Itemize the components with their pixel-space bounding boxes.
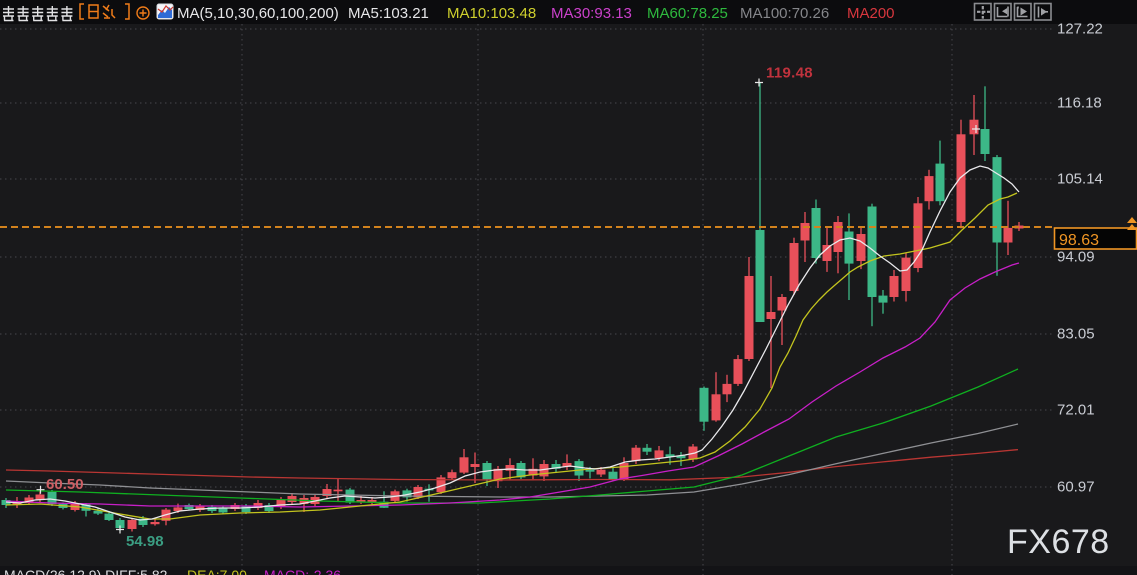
svg-text:72.01: 72.01 (1057, 402, 1095, 419)
svg-text:116.18: 116.18 (1057, 95, 1102, 112)
svg-text:94.09: 94.09 (1057, 249, 1095, 266)
svg-text:MA60:78.25: MA60:78.25 (647, 5, 728, 22)
svg-text:MACD(26,12,9) DIFF:5.82: MACD(26,12,9) DIFF:5.82 (4, 567, 168, 575)
svg-text:119.48: 119.48 (766, 65, 813, 82)
svg-text:MA5:103.21: MA5:103.21 (348, 5, 429, 22)
svg-text:54.98: 54.98 (126, 533, 164, 550)
svg-text:MA30:93.13: MA30:93.13 (551, 5, 632, 22)
svg-text:83.05: 83.05 (1057, 326, 1095, 343)
svg-text:60.97: 60.97 (1057, 479, 1095, 496)
svg-text:MA100:70.26: MA100:70.26 (740, 5, 829, 22)
svg-text:MA200: MA200 (847, 5, 895, 22)
svg-text:MA(5,10,30,60,100,200): MA(5,10,30,60,100,200) (177, 5, 339, 22)
svg-text:98.63: 98.63 (1059, 232, 1099, 249)
svg-text:105.14: 105.14 (1057, 171, 1103, 188)
svg-text:60.50: 60.50 (46, 476, 84, 493)
svg-text:FX678: FX678 (1007, 523, 1110, 561)
svg-text:127.22: 127.22 (1057, 21, 1103, 38)
svg-text:MA10:103.48: MA10:103.48 (447, 5, 536, 22)
svg-text:DEA:7.00: DEA:7.00 (187, 567, 247, 575)
svg-text:MACD:-2.36: MACD:-2.36 (264, 567, 341, 575)
